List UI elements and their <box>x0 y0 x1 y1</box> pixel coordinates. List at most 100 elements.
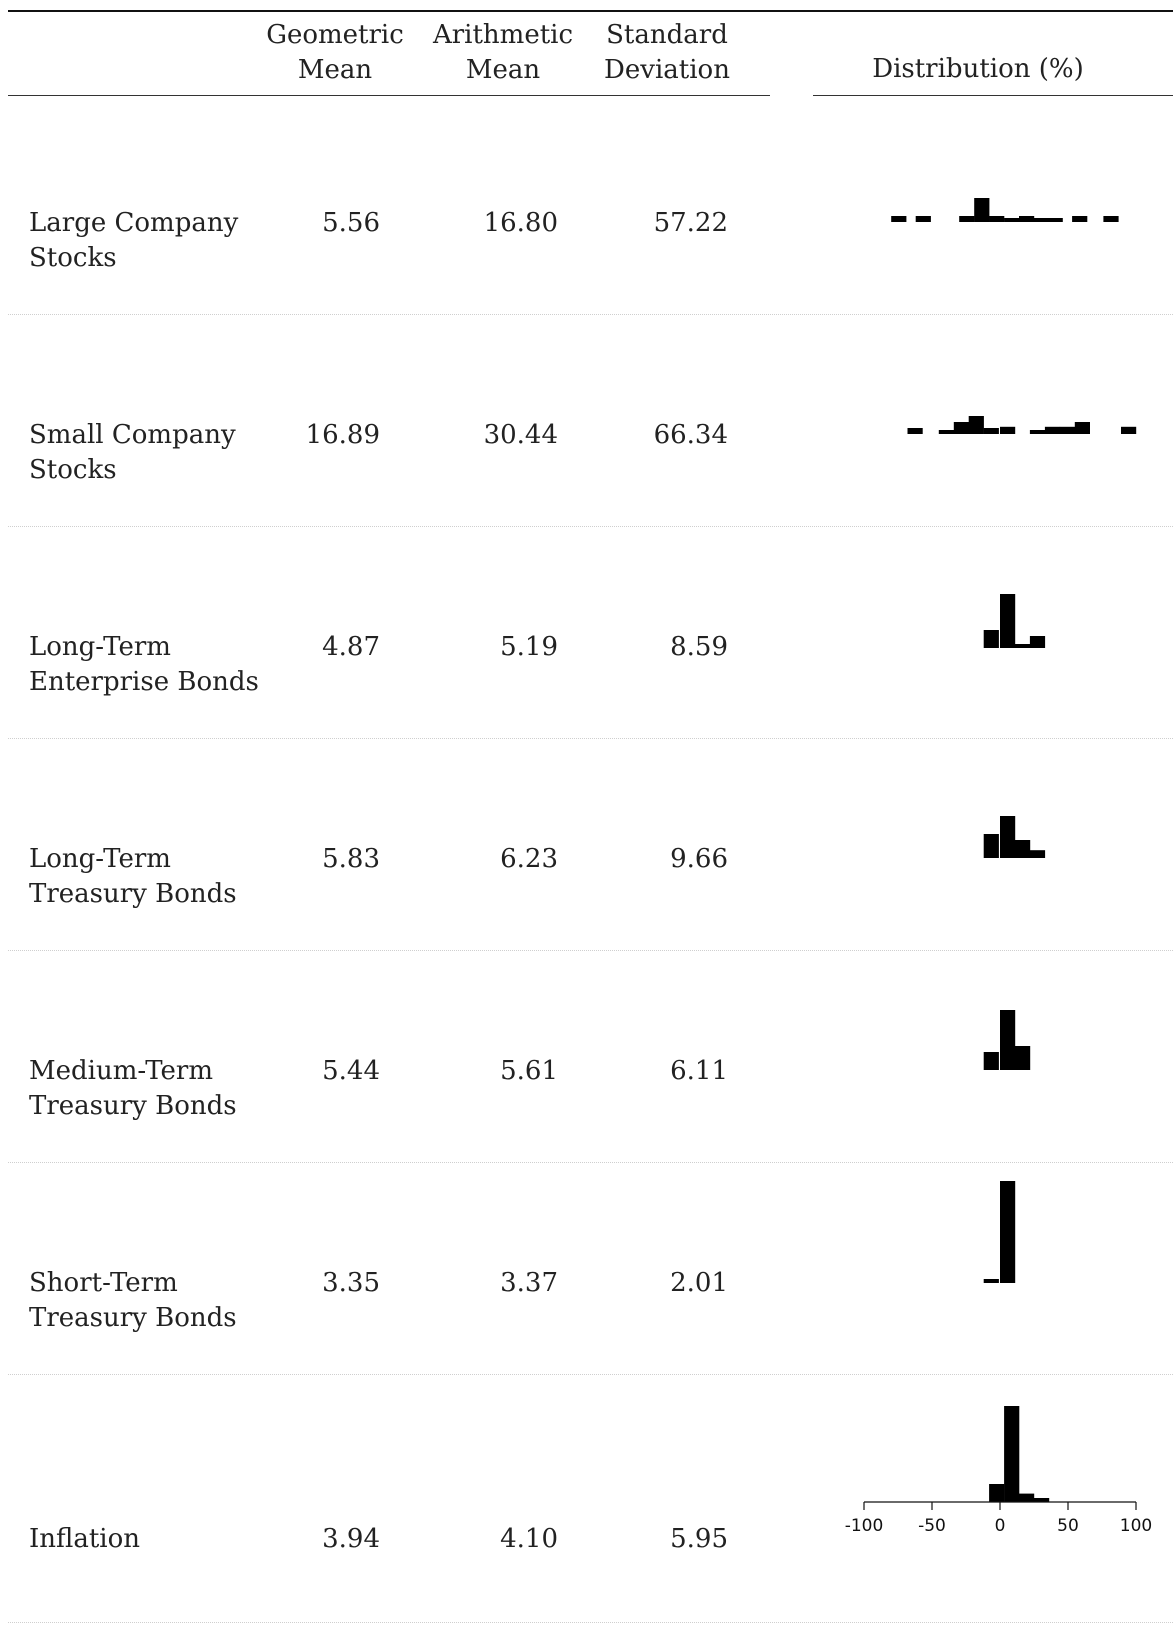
row-label-line2: Treasury Bonds <box>29 1303 237 1333</box>
x-axis-tick-label: -100 <box>845 1516 884 1536</box>
header-arithmetic-mean: Arithmetic Mean <box>418 18 588 88</box>
header-geometric-line2: Mean <box>297 55 373 85</box>
histogram-bar <box>1000 594 1016 648</box>
header-geometric-line1: Geometric <box>266 20 404 50</box>
table-row-large-company-stocks: Large Company Stocks 5.56 16.80 57.22 <box>0 100 1173 312</box>
header-standard-line1: Standard <box>606 20 728 50</box>
histogram-bar <box>1047 218 1063 222</box>
arithmetic-mean-value: 16.80 <box>483 208 558 238</box>
row-label-line2: Treasury Bonds <box>29 879 237 909</box>
histogram-bar <box>1015 644 1031 648</box>
header-standard-deviation: Standard Deviation <box>582 18 752 88</box>
row-label-line1: Inflation <box>29 1524 141 1554</box>
standard-deviation-value: 66.34 <box>653 420 728 450</box>
row-label: Long-Term Enterprise Bonds <box>29 630 259 700</box>
geometric-mean-value: 3.94 <box>322 1524 380 1554</box>
histogram-bar <box>1015 1046 1031 1070</box>
x-axis-tick-label: 0 <box>995 1516 1006 1536</box>
row-label-line1: Medium-Term <box>29 1056 214 1086</box>
standard-deviation-value: 57.22 <box>653 208 728 238</box>
histogram-bar <box>983 834 999 858</box>
histogram-bar <box>1004 218 1020 222</box>
row-separator <box>8 526 1173 527</box>
standard-deviation-value: 5.95 <box>670 1524 728 1554</box>
row-separator <box>8 1162 1173 1163</box>
header-distribution: Distribution (%) <box>872 54 1084 84</box>
row-label: Inflation <box>29 1522 140 1557</box>
row-label-line2: Stocks <box>29 243 117 273</box>
histogram-bar <box>1074 422 1090 434</box>
histogram-bar <box>1019 1493 1035 1502</box>
row-label-line1: Short-Term <box>29 1268 178 1298</box>
histogram-bar <box>1121 426 1137 434</box>
arithmetic-mean-value: 4.10 <box>500 1524 558 1554</box>
histogram-bar <box>1059 426 1075 434</box>
row-label-line1: Large Company <box>29 208 239 238</box>
histogram-bar <box>1019 216 1035 222</box>
histogram-bar <box>1015 840 1031 858</box>
histogram-bar <box>1034 1498 1050 1502</box>
geometric-mean-value: 5.56 <box>322 208 380 238</box>
arithmetic-mean-value: 5.19 <box>500 632 558 662</box>
geometric-mean-value: 5.44 <box>322 1056 380 1086</box>
row-separator <box>8 950 1173 951</box>
row-separator <box>8 314 1173 315</box>
histogram-bar <box>1000 1181 1016 1283</box>
row-label-line2: Enterprise Bonds <box>29 667 259 697</box>
histogram-bar <box>983 630 999 648</box>
geometric-mean-value: 16.89 <box>305 420 380 450</box>
header-rule-left <box>8 95 770 96</box>
arithmetic-mean-value: 5.61 <box>500 1056 558 1086</box>
histogram-bar <box>1004 1406 1020 1502</box>
x-axis-tick-label: 50 <box>1057 1516 1079 1536</box>
histogram-bar <box>1103 216 1119 222</box>
x-axis-tick-label: 100 <box>1120 1516 1152 1536</box>
row-separator <box>8 738 1173 739</box>
arithmetic-mean-value: 3.37 <box>500 1268 558 1298</box>
histogram-bar <box>983 1279 999 1283</box>
header-arithmetic-line1: Arithmetic <box>432 20 574 50</box>
arithmetic-mean-value: 30.44 <box>483 420 558 450</box>
table-row-short-term-treasury-bonds: Short-Term Treasury Bonds 3.35 3.37 2.01 <box>0 1160 1173 1372</box>
row-label-line1: Long-Term <box>29 632 171 662</box>
histogram-bar <box>983 1052 999 1070</box>
histogram-bar <box>953 422 969 434</box>
histogram-bar <box>1000 1010 1016 1070</box>
row-label-line2: Stocks <box>29 455 117 485</box>
header-geometric-mean: Geometric Mean <box>250 18 420 88</box>
standard-deviation-value: 9.66 <box>670 844 728 874</box>
histogram-bar <box>1072 216 1088 222</box>
histogram-bar <box>989 216 1005 222</box>
row-separator <box>8 1622 1173 1623</box>
row-label: Long-Term Treasury Bonds <box>29 842 237 912</box>
header-standard-line2: Deviation <box>604 55 730 85</box>
geometric-mean-value: 5.83 <box>322 844 380 874</box>
histogram-bar <box>1044 426 1061 434</box>
histogram-bar <box>1029 850 1046 858</box>
top-rule <box>8 10 1173 12</box>
table-row-long-term-treasury-bonds: Long-Term Treasury Bonds 5.83 6.23 9.66 <box>0 736 1173 948</box>
histogram-bar <box>1000 816 1016 858</box>
histogram-bar <box>1029 430 1046 434</box>
row-label-line2: Treasury Bonds <box>29 1091 237 1121</box>
x-axis-tick-label: -50 <box>918 1516 946 1536</box>
histogram-bar <box>968 416 984 434</box>
geometric-mean-value: 4.87 <box>322 632 380 662</box>
row-label-line1: Long-Term <box>29 844 171 874</box>
row-separator <box>8 1374 1173 1375</box>
table-row-medium-term-treasury-bonds: Medium-Term Treasury Bonds 5.44 5.61 6.1… <box>0 948 1173 1160</box>
header-arithmetic-line2: Mean <box>465 55 541 85</box>
histogram-bar <box>989 1484 1005 1502</box>
table-row-small-company-stocks: Small Company Stocks 16.89 30.44 66.34 <box>0 312 1173 524</box>
histogram-bar <box>891 216 907 222</box>
table-row-inflation: Inflation 3.94 4.10 5.95 <box>0 1372 1173 1584</box>
histogram-bar <box>1029 636 1046 648</box>
row-label: Medium-Term Treasury Bonds <box>29 1054 237 1124</box>
row-label-line1: Small Company <box>29 420 236 450</box>
arithmetic-mean-value: 6.23 <box>500 844 558 874</box>
histogram-bar <box>907 428 923 434</box>
standard-deviation-value: 8.59 <box>670 632 728 662</box>
table-row-long-term-enterprise-bonds: Long-Term Enterprise Bonds 4.87 5.19 8.5… <box>0 524 1173 736</box>
histogram-bar <box>915 216 931 222</box>
